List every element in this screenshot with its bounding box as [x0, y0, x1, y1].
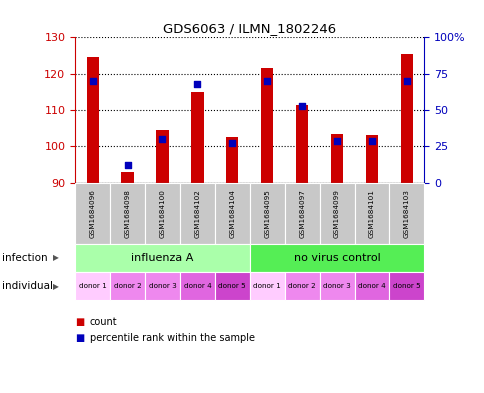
Text: influenza A: influenza A [131, 253, 193, 263]
Bar [226, 137, 238, 183]
Text: count: count [90, 317, 117, 327]
Text: donor 5: donor 5 [218, 283, 246, 289]
Bar [86, 57, 99, 183]
Text: donor 1: donor 1 [253, 283, 281, 289]
Text: donor 2: donor 2 [113, 283, 141, 289]
Text: ■: ■ [75, 332, 84, 343]
Text: ▶: ▶ [53, 282, 59, 290]
Point [298, 103, 305, 109]
Point [367, 138, 375, 144]
Bar [295, 105, 308, 183]
Point [263, 78, 271, 84]
Text: GSM1684095: GSM1684095 [264, 189, 270, 238]
Bar [400, 54, 412, 183]
Point [158, 136, 166, 142]
Text: GSM1684098: GSM1684098 [124, 189, 130, 238]
Text: GSM1684097: GSM1684097 [299, 189, 304, 238]
Title: GDS6063 / ILMN_1802246: GDS6063 / ILMN_1802246 [163, 22, 335, 35]
Bar [156, 130, 168, 183]
Text: GSM1684102: GSM1684102 [194, 189, 200, 238]
Bar [330, 134, 343, 183]
Point [89, 78, 96, 84]
Bar [260, 68, 273, 183]
Text: GSM1684099: GSM1684099 [333, 189, 339, 238]
Text: GSM1684101: GSM1684101 [368, 189, 374, 238]
Text: donor 5: donor 5 [392, 283, 420, 289]
Text: donor 4: donor 4 [357, 283, 385, 289]
Text: donor 3: donor 3 [322, 283, 350, 289]
Point [402, 78, 410, 84]
Text: no virus control: no virus control [293, 253, 379, 263]
Bar [191, 92, 203, 183]
Text: individual: individual [2, 281, 53, 291]
Text: GSM1684104: GSM1684104 [229, 189, 235, 238]
Text: infection: infection [2, 253, 48, 263]
Bar [365, 136, 378, 183]
Text: GSM1684096: GSM1684096 [90, 189, 95, 238]
Bar [121, 172, 134, 183]
Point [228, 140, 236, 147]
Point [123, 162, 131, 169]
Text: ▶: ▶ [53, 253, 59, 262]
Point [193, 81, 201, 87]
Text: donor 1: donor 1 [78, 283, 106, 289]
Text: percentile rank within the sample: percentile rank within the sample [90, 332, 254, 343]
Text: GSM1684100: GSM1684100 [159, 189, 165, 238]
Text: donor 3: donor 3 [148, 283, 176, 289]
Point [333, 138, 340, 144]
Text: donor 4: donor 4 [183, 283, 211, 289]
Text: donor 2: donor 2 [287, 283, 316, 289]
Text: ■: ■ [75, 317, 84, 327]
Text: GSM1684103: GSM1684103 [403, 189, 409, 238]
